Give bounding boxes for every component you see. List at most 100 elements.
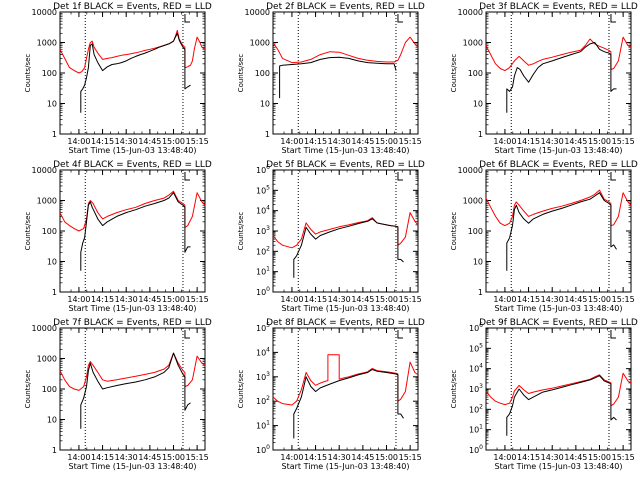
chart-panel-1f: Det 1f BLACK = Events, RED = LLD 1 10 100 10… <box>24 2 212 155</box>
y-tick-label: 10 <box>473 258 483 267</box>
lld-series-line <box>272 36 419 64</box>
x-tick-label: 14:45 <box>351 137 374 146</box>
x-tick-label: 14:30 <box>541 295 564 304</box>
y-axis-label: Counts/sec <box>24 370 32 409</box>
interval-bracket-marker <box>397 330 403 339</box>
x-tick-label: 14:15 <box>91 137 114 146</box>
x-tick-label: 15:15 <box>612 453 635 462</box>
y-tick-label: 10 <box>47 258 57 267</box>
x-tick-label: 14:45 <box>138 137 161 146</box>
interval-bracket-marker <box>610 330 616 339</box>
x-tick-label: 14:00 <box>67 453 90 462</box>
x-tick-label: 15:00 <box>588 453 611 462</box>
x-tick-label: 14:00 <box>280 295 303 304</box>
y-tick-label: 100 <box>42 69 57 78</box>
chart-panel-9f: Det 9f BLACK = Events, RED = LLD 100 101 10… <box>450 318 638 471</box>
y-tick-label: 10000 <box>458 166 483 175</box>
interval-bracket-marker <box>610 172 616 181</box>
y-tick-label: 10000 <box>245 8 270 17</box>
x-tick-label: 14:45 <box>138 453 161 462</box>
y-tick-label: 106 <box>256 164 270 175</box>
chart-panel-8f: Det 8f BLACK = Events, RED = LLD 100 101 10… <box>237 318 425 471</box>
x-tick-label: 15:15 <box>186 453 209 462</box>
x-tick-label: 15:15 <box>612 137 635 146</box>
y-tick-label: 1000 <box>250 39 270 48</box>
y-tick-label: 104 <box>256 205 270 216</box>
y-tick-label: 100 <box>468 69 483 78</box>
y-tick-label: 103 <box>256 371 270 382</box>
y-tick-label: 102 <box>256 245 270 256</box>
x-tick-label: 15:00 <box>588 295 611 304</box>
x-tick-label: 15:00 <box>375 453 398 462</box>
x-tick-label: 14:00 <box>493 295 516 304</box>
x-tick-label: 15:00 <box>162 137 185 146</box>
y-tick-label: 102 <box>256 395 270 406</box>
y-tick-label: 100 <box>42 385 57 394</box>
interval-bracket-marker <box>397 172 403 181</box>
y-tick-label: 105 <box>256 184 270 195</box>
events-series-line <box>80 32 191 113</box>
y-tick-label: 1 <box>478 130 483 139</box>
y-tick-label: 1000 <box>37 39 57 48</box>
y-tick-label: 10 <box>473 100 483 109</box>
chart-panel-7f: Det 7f BLACK = Events, RED = LLD 1 10 100 10… <box>24 318 212 471</box>
x-tick-label: 14:45 <box>564 137 587 146</box>
x-tick-label: 15:00 <box>375 295 398 304</box>
x-tick-label: 15:00 <box>375 137 398 146</box>
x-tick-label: 15:15 <box>186 295 209 304</box>
y-tick-label: 103 <box>469 383 483 394</box>
x-tick-label: 14:45 <box>138 295 161 304</box>
chart-title: Det 3f BLACK = Events, RED = LLD <box>479 2 638 12</box>
y-tick-label: 1 <box>478 288 483 297</box>
x-tick-label: 14:15 <box>517 453 540 462</box>
x-tick-label: 15:15 <box>399 295 422 304</box>
x-tick-label: 14:00 <box>493 453 516 462</box>
y-tick-label: 10000 <box>458 8 483 17</box>
x-tick-label: 14:15 <box>91 295 114 304</box>
chart-panel-4f: Det 4f BLACK = Events, RED = LLD 1 10 100 10… <box>24 160 212 313</box>
chart-title: Det 2f BLACK = Events, RED = LLD <box>266 2 425 12</box>
chart-panel-6f: Det 6f BLACK = Events, RED = LLD 1 10 100 10… <box>450 160 638 313</box>
x-tick-label: 14:30 <box>115 295 138 304</box>
y-tick-label: 10000 <box>32 166 57 175</box>
chart-title: Det 7f BLACK = Events, RED = LLD <box>53 318 212 328</box>
interval-bracket-marker <box>610 14 616 23</box>
y-tick-label: 1 <box>52 446 57 455</box>
events-series-line <box>293 369 404 439</box>
y-axis-label: Counts/sec <box>237 54 245 93</box>
y-tick-label: 1 <box>265 130 270 139</box>
lld-series-line <box>59 29 206 74</box>
y-tick-label: 1 <box>52 288 57 297</box>
x-tick-label: 14:00 <box>67 295 90 304</box>
x-tick-label: 15:00 <box>162 453 185 462</box>
y-tick-label: 105 <box>469 342 483 353</box>
x-tick-label: 15:00 <box>162 295 185 304</box>
y-tick-label: 1000 <box>37 355 57 364</box>
y-tick-label: 1000 <box>37 197 57 206</box>
interval-bracket-marker <box>397 14 403 23</box>
y-tick-label: 1000 <box>463 39 483 48</box>
x-tick-label: 15:15 <box>399 137 422 146</box>
y-tick-label: 102 <box>469 403 483 414</box>
y-tick-label: 10000 <box>32 324 57 333</box>
chart-title: Det 5f BLACK = Events, RED = LLD <box>266 160 425 170</box>
x-tick-label: 14:30 <box>541 453 564 462</box>
y-axis-label: Counts/sec <box>450 370 458 409</box>
y-tick-label: 100 <box>469 444 483 455</box>
x-tick-label: 15:15 <box>612 295 635 304</box>
y-tick-label: 10 <box>47 100 57 109</box>
lld-series-line <box>272 212 419 249</box>
events-series-line <box>80 192 191 271</box>
y-axis-label: Counts/sec <box>24 212 32 251</box>
y-tick-label: 100 <box>256 444 270 455</box>
x-tick-label: 14:00 <box>67 137 90 146</box>
y-tick-label: 1 <box>52 130 57 139</box>
y-tick-label: 101 <box>256 266 270 277</box>
x-tick-label: 14:15 <box>91 453 114 462</box>
events-series-line <box>506 192 617 271</box>
y-tick-label: 106 <box>469 322 483 333</box>
y-axis-label: Counts/sec <box>237 212 245 251</box>
y-tick-label: 101 <box>256 420 270 431</box>
interval-bracket-marker <box>184 14 190 23</box>
